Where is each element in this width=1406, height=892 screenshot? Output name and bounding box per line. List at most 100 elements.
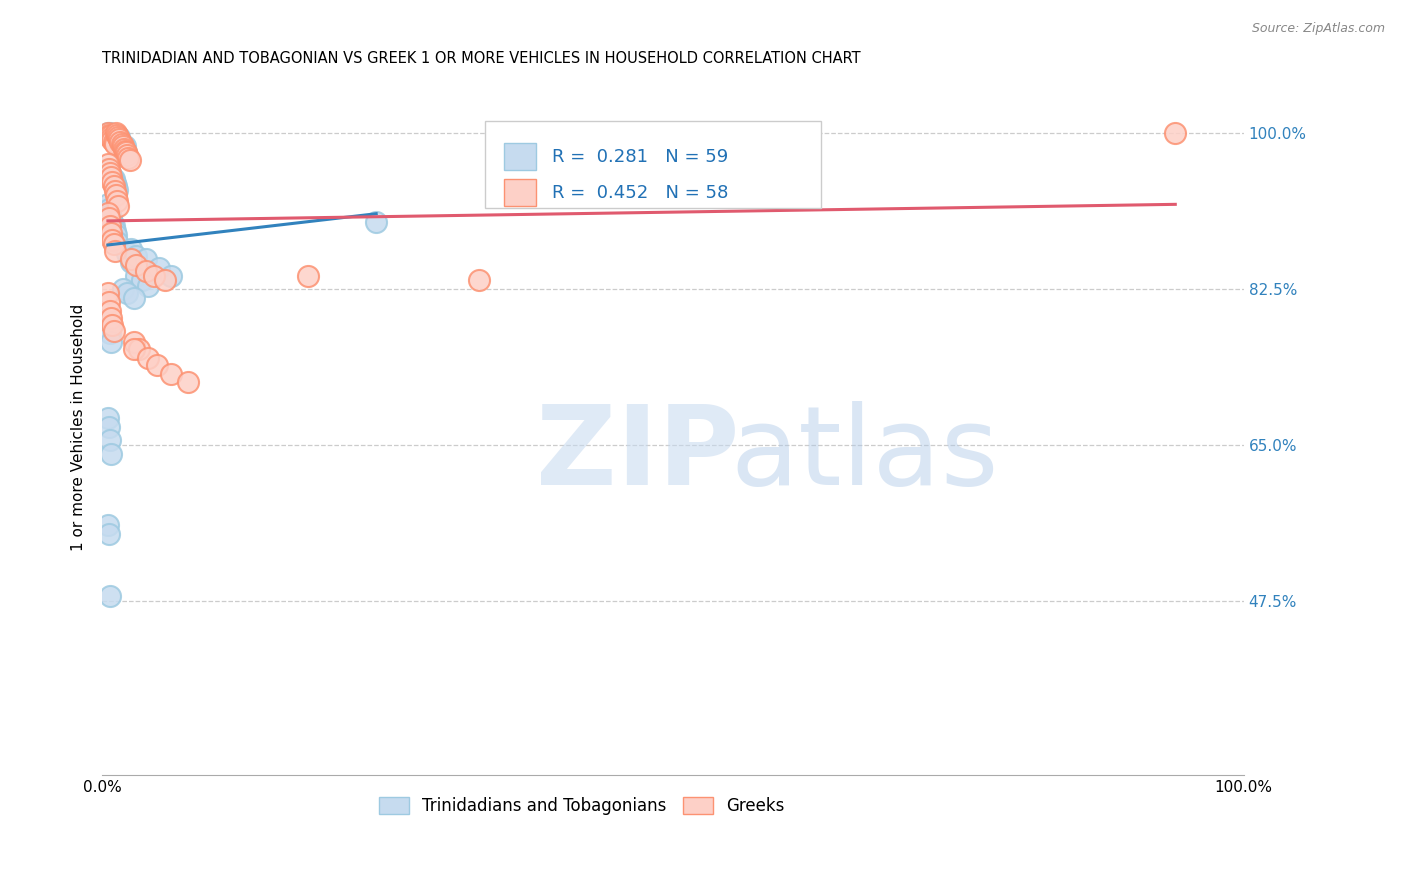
Point — [108, 132, 131, 146]
Point — [105, 194, 128, 208]
Point — [103, 135, 125, 149]
Text: TRINIDADIAN AND TOBAGONIAN VS GREEK 1 OR MORE VEHICLES IN HOUSEHOLD CORRELATION : TRINIDADIAN AND TOBAGONIAN VS GREEK 1 OR… — [103, 51, 860, 66]
Point — [108, 130, 131, 145]
Point — [98, 126, 121, 140]
Point — [97, 411, 120, 425]
Point — [98, 128, 121, 142]
Point — [117, 246, 139, 260]
Point — [98, 420, 121, 434]
Legend: Trinidadians and Tobagonians, Greeks: Trinidadians and Tobagonians, Greeks — [378, 797, 785, 815]
Point — [120, 252, 142, 267]
Bar — [503, 179, 536, 206]
Point — [468, 273, 491, 287]
Point — [107, 136, 129, 151]
Point — [101, 215, 124, 229]
Point — [101, 133, 124, 147]
Point — [111, 282, 134, 296]
Point — [104, 179, 127, 194]
Point — [103, 237, 125, 252]
Point — [103, 324, 125, 338]
Point — [103, 172, 125, 186]
Point — [98, 326, 121, 341]
Point — [97, 286, 120, 301]
Point — [100, 335, 122, 350]
Point — [97, 197, 120, 211]
Point — [104, 244, 127, 258]
Point — [110, 136, 132, 151]
Point — [115, 145, 138, 160]
Text: Source: ZipAtlas.com: Source: ZipAtlas.com — [1251, 22, 1385, 36]
Point — [110, 139, 132, 153]
Point — [98, 434, 121, 448]
Point — [98, 295, 121, 310]
Point — [128, 342, 150, 356]
Point — [98, 166, 121, 180]
Point — [366, 215, 388, 229]
Point — [103, 179, 125, 194]
Point — [97, 161, 120, 176]
Text: R =  0.281   N = 59: R = 0.281 N = 59 — [553, 147, 728, 166]
Point — [98, 208, 121, 222]
Point — [98, 166, 121, 180]
Point — [122, 335, 145, 350]
Point — [125, 258, 148, 272]
Point — [297, 268, 319, 283]
Point — [100, 226, 122, 240]
Point — [117, 286, 139, 301]
Point — [159, 268, 181, 283]
Point — [148, 261, 170, 276]
Point — [100, 131, 122, 145]
Point — [98, 129, 121, 144]
Point — [110, 135, 132, 149]
Point — [146, 358, 169, 372]
Point — [122, 291, 145, 305]
Point — [100, 211, 122, 225]
Point — [104, 228, 127, 243]
Point — [100, 311, 122, 326]
Point — [103, 130, 125, 145]
Point — [101, 170, 124, 185]
Point — [98, 219, 121, 234]
Point — [131, 273, 153, 287]
Point — [117, 151, 139, 165]
Point — [104, 176, 127, 190]
Point — [105, 183, 128, 197]
FancyBboxPatch shape — [485, 121, 821, 208]
Point — [97, 126, 120, 140]
Point — [105, 128, 128, 142]
Point — [97, 206, 120, 220]
Point — [136, 279, 159, 293]
Point — [125, 268, 148, 283]
Point — [120, 255, 142, 269]
Point — [104, 136, 127, 151]
Point — [117, 148, 139, 162]
Point — [98, 163, 121, 178]
Text: atlas: atlas — [730, 401, 998, 508]
Point — [104, 128, 127, 142]
Point — [107, 130, 129, 145]
Point — [100, 170, 122, 185]
Point — [98, 304, 121, 318]
Point — [98, 202, 121, 216]
Point — [136, 351, 159, 365]
Point — [97, 157, 120, 171]
Point — [111, 139, 134, 153]
Point — [142, 268, 165, 283]
Point — [97, 126, 120, 140]
Point — [100, 128, 122, 142]
Point — [104, 184, 127, 198]
Point — [135, 252, 157, 267]
Point — [153, 273, 176, 287]
Point — [104, 188, 127, 202]
Bar — [503, 144, 536, 169]
Point — [1164, 126, 1187, 140]
Point — [159, 367, 181, 381]
Point — [118, 153, 141, 168]
Point — [112, 142, 135, 156]
Point — [105, 235, 128, 249]
Point — [120, 242, 142, 256]
Point — [97, 518, 120, 533]
Point — [104, 224, 127, 238]
Point — [135, 264, 157, 278]
Point — [101, 130, 124, 145]
